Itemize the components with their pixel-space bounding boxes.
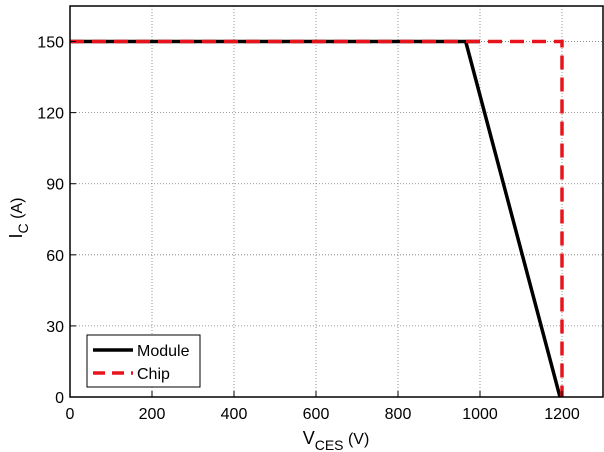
y-axis-label-sub: C xyxy=(15,223,31,233)
x-tick-label: 600 xyxy=(303,406,330,423)
axis-ticks: 0 200 400 600 800 1000 1200 0 30 60 90 120 150 xyxy=(37,35,580,423)
x-axis-label-main: V xyxy=(303,428,315,448)
y-axis-label-main: I xyxy=(6,233,26,238)
x-tick-label: 800 xyxy=(385,406,412,423)
x-tick-label: 0 xyxy=(66,406,75,423)
legend-label-chip: Chip xyxy=(137,366,170,383)
x-tick-label: 1200 xyxy=(544,406,580,423)
y-tick-label: 90 xyxy=(46,177,64,194)
y-tick-label: 120 xyxy=(37,106,64,123)
y-axis-label-unit: (A) xyxy=(9,198,26,224)
legend-box xyxy=(86,334,201,388)
y-tick-label: 30 xyxy=(46,319,64,336)
y-tick-label: 60 xyxy=(46,248,64,265)
x-axis-label-sub: CES xyxy=(315,437,344,452)
legend: Module Chip xyxy=(86,334,201,388)
legend-label-module: Module xyxy=(137,343,190,360)
x-tick-label: 200 xyxy=(139,406,166,423)
x-axis-label-unit: (V) xyxy=(344,431,370,448)
series-layer xyxy=(70,39,564,398)
y-axis-label: IC (A) xyxy=(6,198,31,239)
series-line-chip xyxy=(70,39,564,397)
x-tick-label: 1000 xyxy=(462,406,498,423)
y-tick-label: 0 xyxy=(55,390,64,407)
plot-area-frame xyxy=(69,5,604,398)
x-axis-label: VCES (V) xyxy=(303,428,370,452)
x-tick-label: 400 xyxy=(221,406,248,423)
y-tick-label: 150 xyxy=(37,35,64,52)
